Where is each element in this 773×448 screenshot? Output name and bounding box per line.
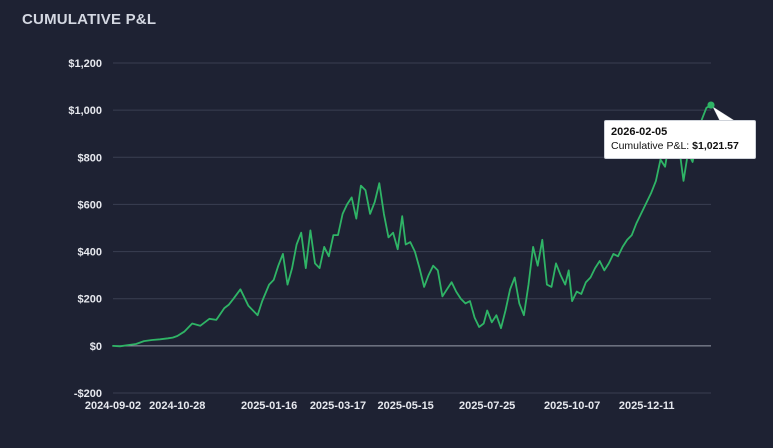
- x-axis-ticks: 2024-09-02 2024-10-28 2025-01-16 2025-03-17…: [85, 400, 675, 412]
- tooltip-row: Cumulative P&L: $1,021.57: [611, 140, 739, 152]
- tooltip-date: 2026-02-05: [611, 126, 668, 138]
- tooltip: 2026-02-05 Cumulative P&L: $1,021.57: [604, 120, 756, 159]
- grid-lines: [113, 62, 711, 394]
- tooltip-label: Cumulative P&L: [611, 140, 687, 152]
- tooltip-value: $1,021.57: [692, 140, 739, 152]
- y-axis-ticks: $1,200 $1,000 $800 $600 $400 $200 $0 -$200: [68, 58, 102, 400]
- x-tick-label-4: 2025-05-15: [378, 400, 434, 412]
- x-tick-label-5: 2025-07-25: [459, 400, 515, 412]
- y-tick-label-4: $400: [78, 247, 102, 259]
- y-tick-label-0: $1,200: [68, 58, 102, 70]
- y-tick-label-1: $1,000: [68, 105, 102, 117]
- x-tick-label-7: 2025-12-11: [619, 400, 675, 412]
- y-tick-label-2: $800: [78, 152, 102, 164]
- y-tick-label-6: $0: [90, 341, 102, 353]
- x-tick-label-6: 2025-10-07: [544, 400, 600, 412]
- y-tick-label-3: $600: [78, 199, 102, 211]
- tooltip-pointer: [707, 101, 736, 124]
- x-tick-label-1: 2024-10-28: [149, 400, 205, 412]
- y-tick-label-5: $200: [78, 294, 102, 306]
- x-tick-label-3: 2025-03-17: [310, 400, 366, 412]
- x-tick-label-2: 2025-01-16: [241, 400, 297, 412]
- series-layer: [112, 104, 712, 348]
- hover-point[interactable]: [707, 101, 715, 109]
- x-tick-label-0: 2024-09-02: [85, 400, 141, 412]
- series-line: [112, 104, 712, 348]
- y-tick-label-7: -$200: [74, 388, 102, 400]
- chart-title: CUMULATIVE P&L: [22, 11, 157, 28]
